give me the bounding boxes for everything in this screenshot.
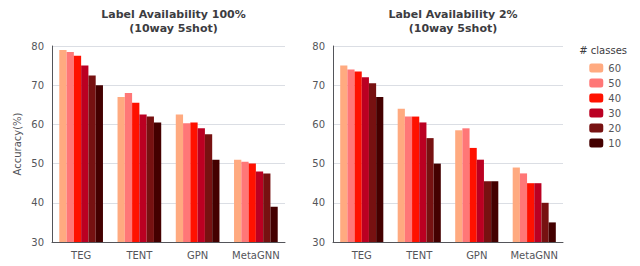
svg-text:MetaGNN: MetaGNN <box>510 250 558 261</box>
svg-text:40: 40 <box>31 197 44 208</box>
svg-text:60: 60 <box>312 119 325 130</box>
svg-text:70: 70 <box>31 80 44 91</box>
svg-text:(10way 5shot): (10way 5shot) <box>129 22 217 35</box>
svg-text:60: 60 <box>608 63 621 74</box>
svg-text:10: 10 <box>608 138 621 149</box>
svg-text:TEG: TEG <box>70 250 91 261</box>
svg-text:40: 40 <box>312 197 325 208</box>
svg-text:30: 30 <box>31 237 44 248</box>
svg-text:TEG: TEG <box>351 250 372 261</box>
svg-text:30: 30 <box>312 237 325 248</box>
svg-text:50: 50 <box>312 158 325 169</box>
svg-text:60: 60 <box>31 119 44 130</box>
svg-text:50: 50 <box>31 158 44 169</box>
svg-text:GPN: GPN <box>466 250 487 261</box>
svg-text:30: 30 <box>608 108 621 119</box>
svg-text:(10way 5shot): (10way 5shot) <box>409 22 497 35</box>
svg-text:80: 80 <box>31 41 44 52</box>
svg-text:80: 80 <box>312 41 325 52</box>
svg-text:70: 70 <box>312 80 325 91</box>
svg-text:20: 20 <box>608 123 621 134</box>
svg-text:# classes: # classes <box>579 45 627 56</box>
svg-text:50: 50 <box>608 78 621 89</box>
svg-text:Label Availability 2%: Label Availability 2% <box>388 8 517 21</box>
svg-text:Label Availability 100%: Label Availability 100% <box>101 8 245 21</box>
svg-text:TENT: TENT <box>405 250 433 261</box>
svg-text:TENT: TENT <box>125 250 153 261</box>
svg-text:GPN: GPN <box>187 250 208 261</box>
svg-text:40: 40 <box>608 93 621 104</box>
svg-text:Accuracy(%): Accuracy(%) <box>12 112 23 175</box>
svg-text:MetaGNN: MetaGNN <box>232 250 280 261</box>
